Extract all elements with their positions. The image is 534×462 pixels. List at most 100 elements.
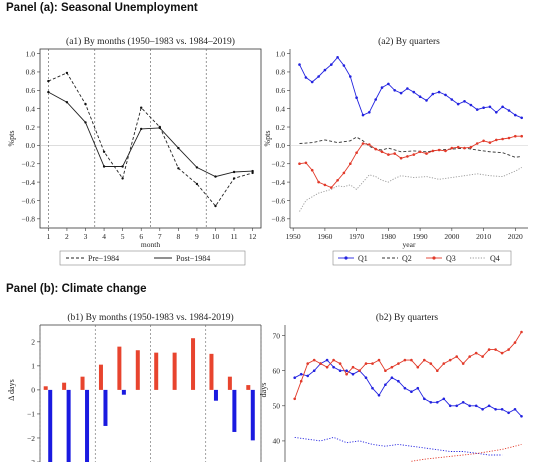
b2-ytick-label-2: 60	[273, 366, 281, 375]
a2-series-0-point-21	[431, 92, 435, 96]
b1-bar-red-11	[227, 376, 232, 390]
panel-b-title: Panel (b): Climate change	[6, 283, 147, 295]
a2-series-0-point-31	[495, 111, 498, 114]
a2-series-2-point-25	[456, 145, 460, 149]
a2-series-0-point-35	[520, 116, 523, 120]
a2-series-line-0	[299, 56, 522, 119]
a1-ytick-label-5: 0.2	[26, 123, 36, 132]
a1-series-1-point-7	[177, 146, 180, 150]
a2-series-0-point-8	[349, 75, 352, 78]
a2-ytick-label-8: 0.8	[276, 68, 286, 77]
a2-series-0-point-22	[437, 90, 441, 94]
a1-ytick-label-0: −0.8	[21, 215, 35, 224]
a2-series-line-2	[299, 135, 522, 189]
a2-series-2-point-9	[355, 151, 358, 154]
b1-bar-blue-1	[48, 389, 53, 462]
a2-series-2-point-20	[425, 152, 428, 155]
b1-bar-blue-3	[85, 389, 90, 462]
b1-ytick-label-5: 2	[31, 338, 35, 347]
a2-series-0-point-12	[374, 98, 378, 101]
a2-series-0-point-4	[323, 68, 327, 72]
b2-series-0-point-13	[377, 394, 381, 397]
a2-series-2-point-14	[387, 153, 390, 156]
b2-series-0-point-16	[397, 379, 400, 383]
a2-series-0-point-17	[406, 87, 409, 90]
a2-series-0-point-27	[469, 103, 473, 107]
b2-series-1-point-26	[461, 362, 465, 365]
a1-ytick-label-9: 1.0	[26, 49, 36, 58]
b1-bar-blue-12	[250, 389, 255, 441]
a2-xtick-label-5: 2000	[444, 232, 459, 241]
a2-series-2-point-0	[298, 162, 301, 165]
b1-ytick-label-4: 1	[31, 362, 35, 371]
a2-series-2-point-17	[406, 155, 409, 158]
a1-series-line-0	[48, 72, 253, 207]
a2-series-2-point-5	[330, 186, 333, 189]
a2-legend-marker-2	[432, 256, 436, 260]
b2-series-1-point-28	[474, 351, 478, 355]
a1-ytick-label-4: 0.0	[26, 141, 36, 150]
b2-series-0-point-32	[500, 408, 504, 411]
b2-series-0-point-7	[338, 369, 342, 373]
b2-series-0-point-35	[520, 415, 523, 418]
b1-bar-red-6	[135, 350, 140, 390]
a2-legend-label-1: Q2	[402, 254, 412, 263]
b2-series-1-point-2	[306, 362, 310, 365]
a2-series-2-point-35	[520, 134, 523, 138]
a2-series-0-point-5	[330, 63, 333, 66]
a2-series-2-point-28	[475, 142, 479, 145]
a2-series-2-point-12	[374, 147, 378, 151]
a2-series-2-point-15	[393, 152, 397, 155]
b2-series-0-point-28	[474, 404, 478, 408]
b2-series-1-point-24	[448, 358, 452, 362]
b2-series-0-point-18	[410, 390, 413, 394]
a2-series-line-1	[299, 136, 522, 158]
b2-series-0-point-1	[299, 372, 303, 376]
a1-ytick-label-7: 0.6	[26, 86, 36, 95]
a1-xtick-label-3: 4	[102, 232, 106, 241]
a2-series-2-point-16	[399, 156, 403, 160]
a2-series-0-point-0	[298, 63, 301, 66]
a1-series-0-point-11	[251, 171, 254, 175]
a2-series-0-point-6	[336, 56, 339, 59]
b2-series-1-point-12	[371, 362, 374, 365]
a1-ytick-label-1: −0.6	[21, 196, 35, 205]
b2-series-0-point-30	[487, 404, 491, 408]
b2-series-line-3	[411, 443, 522, 462]
b2-series-1-point-0	[293, 397, 297, 401]
b1-bar-red-7	[154, 352, 159, 390]
b2-series-1-point-6	[332, 358, 335, 362]
a1-ylabel: %pts	[7, 131, 16, 147]
a2-series-0-point-32	[501, 105, 504, 109]
b2-series-0-point-3	[312, 369, 316, 373]
a2-ylabel: %pts	[263, 131, 272, 147]
a2-series-2-point-22	[437, 148, 441, 152]
a2-xtick-label-1: 1960	[317, 232, 332, 241]
b2-series-0-point-33	[507, 411, 510, 415]
b2-series-0-point-21	[429, 401, 433, 404]
b1-bar-red-2	[62, 382, 67, 390]
a1-series-0-point-8	[195, 182, 199, 186]
a1-legend-label-1: Post−1984	[176, 254, 210, 263]
b2-series-1-point-21	[429, 362, 433, 365]
a2-series-0-point-1	[304, 76, 308, 79]
b2-series-1-point-25	[455, 355, 459, 358]
b2-series-1-point-32	[500, 351, 504, 355]
a2-series-2-point-24	[450, 146, 454, 150]
a2-series-0-point-24	[450, 98, 454, 101]
a2-ytick-label-3: −0.2	[271, 160, 285, 169]
a2-series-0-point-33	[507, 109, 511, 112]
a2-series-0-point-19	[418, 95, 422, 98]
a2-series-2-point-18	[412, 153, 416, 156]
b2-series-line-1	[294, 331, 522, 399]
b2-series-0-point-6	[332, 365, 335, 369]
b2-series-1-point-10	[358, 369, 361, 373]
a2-series-2-point-33	[507, 136, 511, 140]
b2-series-1-point-34	[513, 341, 517, 344]
a1-xtick-label-11: 12	[249, 232, 257, 241]
a2-ytick-label-0: −0.8	[271, 215, 285, 224]
b2-series-1-point-4	[319, 362, 322, 365]
b2-series-1-point-14	[384, 369, 387, 373]
a1-series-1-point-0	[47, 90, 50, 94]
b2-series-1-point-13	[377, 358, 381, 362]
